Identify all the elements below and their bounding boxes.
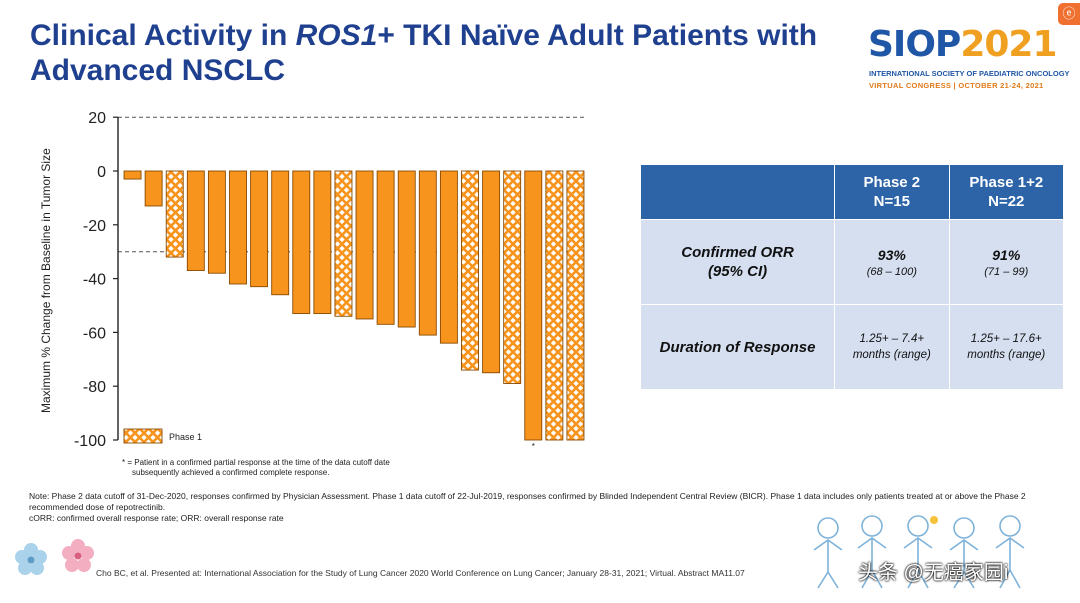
legend-swatch [123,428,163,444]
y-tick-label: -80 [83,379,106,396]
bar-8 [271,170,290,296]
bar-19 [503,170,522,384]
bar-4 [186,170,205,271]
bar-14 [397,170,416,328]
title-gene-name: ROS1 [295,19,378,52]
dor-phase2-value: 1.25+ – 7.4+ months (range) [852,333,931,361]
y-tick-label: 20 [88,110,106,127]
bar-13 [376,170,395,325]
bar-7 [250,170,269,288]
y-tick-label: -60 [83,325,106,342]
row-label-orr: Confirmed ORR (95% CI) [681,244,794,280]
pink-flower-icon [62,539,94,572]
corner-badge-icon[interactable]: ⓔ [1058,3,1080,25]
chart-footnote: * = Patient in a confirmed partial respo… [122,458,390,477]
bar-12 [355,170,374,320]
bar-22 [566,170,585,441]
row-label-dor: Duration of Response [659,338,816,356]
slide-title: Clinical Activity in ROS1+ TKI Naïve Adu… [30,19,818,87]
bar-10 [313,170,332,315]
y-tick-label: -40 [83,272,106,289]
orr-phase12-value: 91% [992,246,1021,263]
response-summary-table: Phase 2 N=15 Phase 1+2 N=22 Confirmed OR… [639,164,1065,390]
y-tick-label: 0 [97,164,106,181]
bar-15 [418,170,437,336]
bar-annotation: * [532,442,535,451]
data-cutoff-note: Note: Phase 2 data cutoff of 31-Dec-2020… [29,491,1026,523]
bar-17 [461,170,479,371]
children-illustration [813,515,1025,589]
table-header-empty [639,164,836,220]
bar-18 [482,170,501,374]
watermark-text: 头条 @无癌家园i [858,562,1009,584]
orr-phase2-value: 93% [877,246,906,263]
y-axis-label: Maximum % Change from Baseline in Tumor … [39,148,53,413]
bar-2 [144,170,163,207]
dor-phase12-value: 1.25+ – 17.6+ months (range) [967,333,1046,361]
bar-21 [545,170,564,441]
y-tick-label: -100 [74,433,106,450]
logo-society-name: INTERNATIONAL SOCIETY OF PAEDIATRIC ONCO… [869,69,1070,78]
bar-5 [207,170,226,274]
table-row: Duration of Response 1.25+ – 7.4+ months… [639,304,1065,390]
table-header-row: Phase 2 N=15 Phase 1+2 N=22 [639,164,1065,220]
table-header-phase2: Phase 2 N=15 [834,164,950,220]
table-row: Confirmed ORR (95% CI) 93% (68 – 100) 91%… [639,219,1065,305]
citation: Cho BC, et al. Presented at: Internation… [96,568,745,578]
legend-label: Phase 1 [169,432,202,442]
orr-phase12-ci: (71 – 99) [984,265,1029,278]
logo-mark: SIOP2021 [868,24,1058,65]
siop-logo: SIOP2021 INTERNATIONAL SOCIETY OF PAEDIA… [868,24,1070,96]
table-header-phase12: Phase 1+2 N=22 [948,164,1065,220]
bar-1 [123,170,142,180]
logo-congress-dates: VIRTUAL CONGRESS | OCTOBER 21-24, 2021 [869,81,1044,90]
bar-16 [439,170,458,344]
chart-legend: Phase 1 [123,428,202,444]
waterfall-chart: * 20 0 -20 -40 -60 -80 -100 Phase 1 [74,110,586,451]
blue-flower-icon [15,543,47,575]
bar-20 [524,170,543,441]
bar-11 [334,170,353,317]
y-tick-label: -20 [83,218,106,235]
bar-9 [292,170,311,315]
orr-phase2-ci: (68 – 100) [866,265,917,278]
bar-3 [165,170,184,258]
bar-6 [229,170,247,285]
